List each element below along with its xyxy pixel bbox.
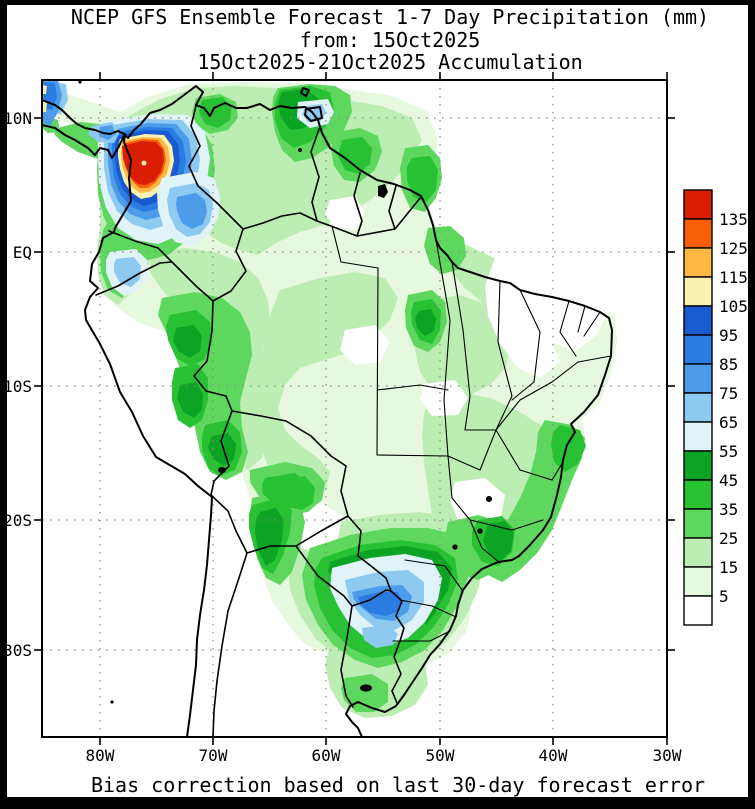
colorbar-cell <box>683 276 713 307</box>
bias-correction-caption: Bias correction based on last 30-day for… <box>91 773 705 797</box>
graticule-gridlines <box>42 80 667 737</box>
colorbar-label: 105 <box>719 297 748 316</box>
plot-canvas: NCEP GFS Ensemble Forecast 1-7 Day Preci… <box>7 5 748 797</box>
brazil-state-borders <box>331 225 612 642</box>
lat-label: 10S <box>7 377 32 396</box>
colorbar-label: 25 <box>719 529 738 548</box>
colorbar-cell <box>683 450 713 481</box>
colorbar-label: 85 <box>719 355 738 374</box>
country-borders <box>95 105 422 737</box>
lakes-and-islets <box>78 80 492 704</box>
colorbar-cell <box>683 247 713 278</box>
colorbar-label: 135 <box>719 210 748 229</box>
colorbar-label: 45 <box>719 471 738 490</box>
colorbar-cell <box>683 479 713 510</box>
axis-ticks <box>34 72 675 745</box>
colorbar-legend: 135 125 115 105 95 85 75 65 55 45 35 25 … <box>683 189 748 626</box>
tobago-island-outline <box>300 87 310 97</box>
chart-title: NCEP GFS Ensemble Forecast 1-7 Day Preci… <box>71 5 709 29</box>
colorbar-cell <box>683 305 713 336</box>
colorbar-cell <box>683 363 713 394</box>
lat-label: 30S <box>7 641 32 660</box>
lon-label: 30W <box>653 746 682 765</box>
colorbar-label: 65 <box>719 413 738 432</box>
plot-frame <box>41 79 668 738</box>
longitude-axis-labels: 80W 70W 60W 50W 40W 30W <box>86 746 682 765</box>
colorbar-label: 75 <box>719 384 738 403</box>
colombia-rain-maximum <box>98 114 210 244</box>
precip-contour-field <box>42 80 617 718</box>
colorbar-label: 35 <box>719 500 738 519</box>
latitude-axis-labels: 10N EQ 10S 20S 30S <box>7 109 32 660</box>
lat-label: 10N <box>7 109 32 128</box>
lat-label: 20S <box>7 511 32 530</box>
colorbar-label: 95 <box>719 326 738 345</box>
colorbar-cell <box>683 189 713 220</box>
weather-map: NCEP GFS Ensemble Forecast 1-7 Day Preci… <box>7 5 748 797</box>
colorbar-cell <box>683 218 713 249</box>
trinidad-island-outline <box>304 106 323 122</box>
colorbar-label: 125 <box>719 239 748 258</box>
map-linework <box>42 80 613 737</box>
colorbar-cell <box>683 537 713 568</box>
colorbar-label: 5 <box>719 587 729 606</box>
colorbar-cell <box>683 392 713 423</box>
coastline-pacific <box>42 124 213 737</box>
colorbar-cell <box>683 334 713 365</box>
lon-label: 50W <box>426 746 455 765</box>
lon-label: 70W <box>199 746 228 765</box>
lon-label: 60W <box>312 746 341 765</box>
colorbar-cell <box>683 595 713 626</box>
colorbar-label: 55 <box>719 442 738 461</box>
lat-label: EQ <box>13 243 32 262</box>
coastline <box>42 85 613 737</box>
ecuador-blue-patch <box>106 249 147 296</box>
chart-subtitle-period: 15Oct2025-21Oct2025 Accumulation <box>197 50 582 74</box>
lon-label: 40W <box>539 746 568 765</box>
lon-label: 80W <box>86 746 115 765</box>
colorbar-label: 115 <box>719 268 748 287</box>
colorbar-cell <box>683 566 713 597</box>
colorbar-label: 15 <box>719 558 738 577</box>
colorbar-cell <box>683 421 713 452</box>
title-block: NCEP GFS Ensemble Forecast 1-7 Day Preci… <box>71 5 709 74</box>
chart-subtitle-from: from: 15Oct2025 <box>300 28 481 52</box>
colorbar-cell <box>683 508 713 539</box>
